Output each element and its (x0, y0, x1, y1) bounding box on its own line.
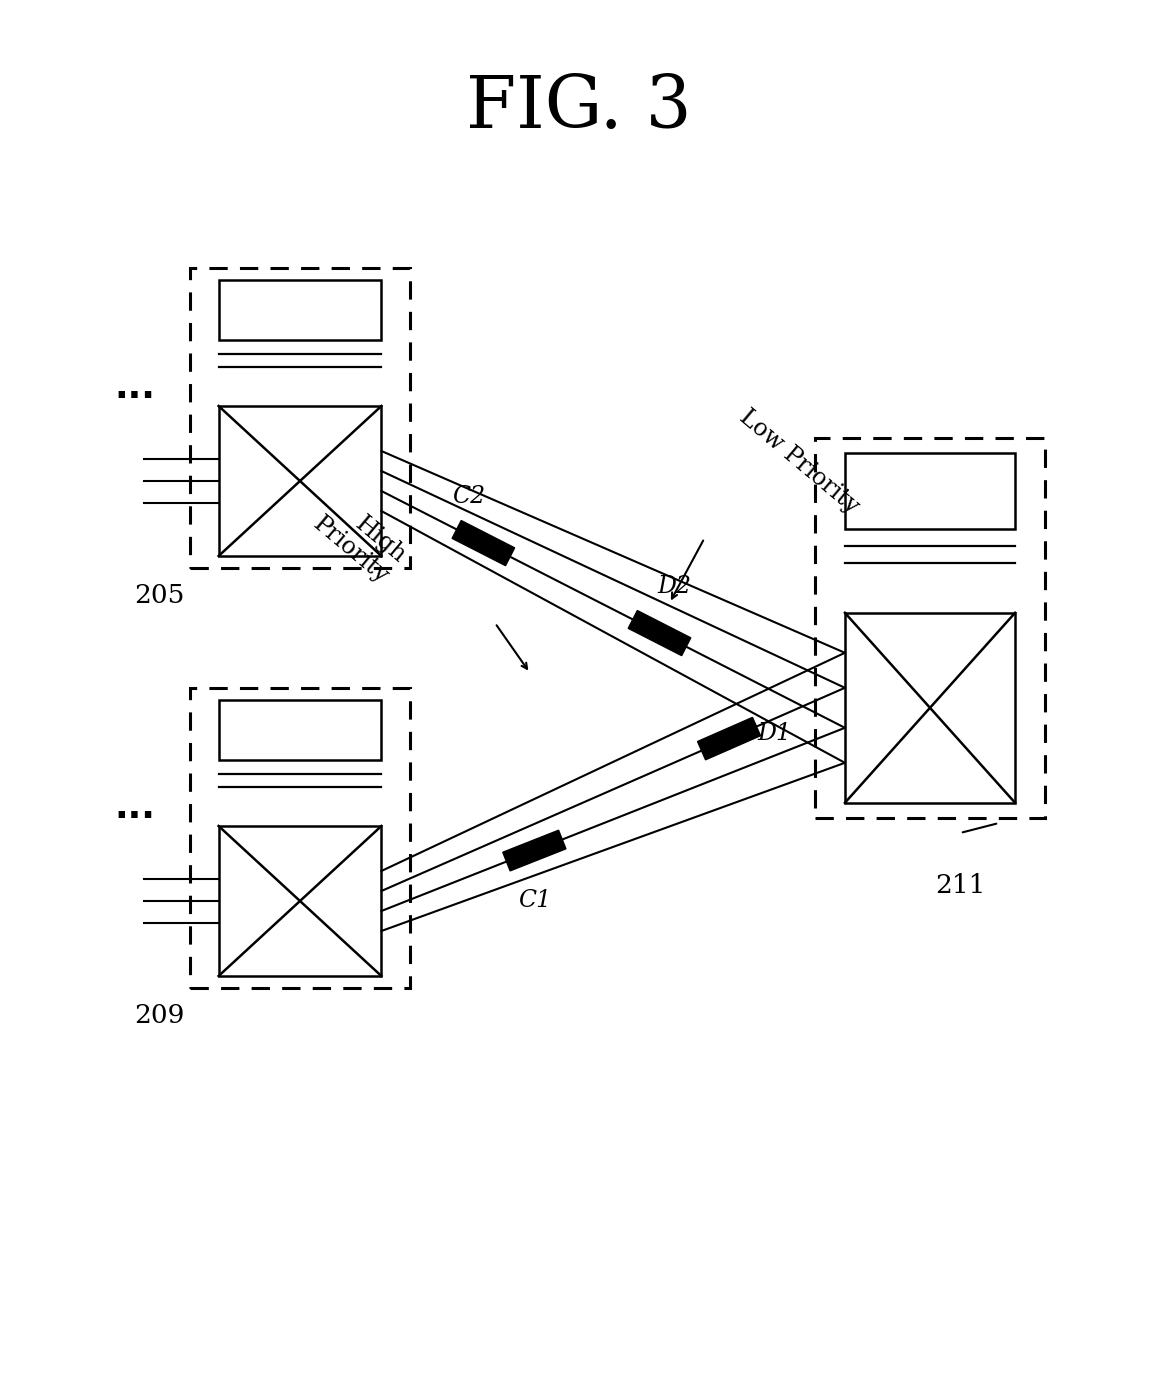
Text: FIG. 3: FIG. 3 (467, 72, 691, 143)
Text: High
Priority: High Priority (308, 491, 410, 589)
Text: 211: 211 (935, 873, 985, 898)
Polygon shape (503, 830, 566, 870)
Text: C1: C1 (518, 888, 551, 912)
Polygon shape (452, 520, 514, 566)
Bar (219, 826, 381, 976)
Bar (190, 688, 410, 988)
Text: 205: 205 (134, 583, 185, 608)
Text: ...: ... (115, 371, 155, 405)
Bar (845, 454, 1016, 529)
Text: D1: D1 (757, 722, 791, 745)
Text: 209: 209 (134, 1004, 185, 1029)
Text: ...: ... (115, 791, 155, 824)
Text: D2: D2 (658, 575, 691, 598)
Bar (190, 268, 410, 568)
Bar (219, 407, 381, 557)
Text: C2: C2 (452, 484, 485, 508)
Text: Low Priority: Low Priority (734, 405, 863, 518)
Bar (219, 700, 381, 761)
Polygon shape (629, 611, 691, 655)
Polygon shape (697, 718, 761, 759)
Bar (815, 439, 1045, 818)
Bar (845, 612, 1016, 802)
Bar (219, 280, 381, 340)
